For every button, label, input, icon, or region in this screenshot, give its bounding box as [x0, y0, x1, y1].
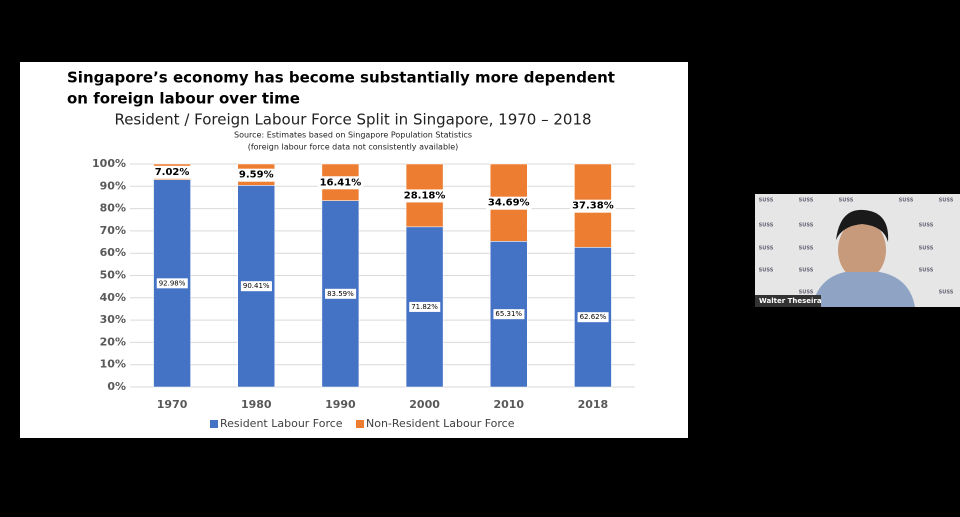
data-label-box: [493, 309, 525, 320]
backdrop-logo: SUSS: [799, 198, 814, 204]
backdrop-logo: SUSS: [939, 290, 954, 296]
data-label-box: [409, 301, 441, 312]
legend-label: Non-Resident Labour Force: [366, 417, 515, 430]
data-label-box: [401, 189, 448, 203]
data-label-box: [156, 278, 188, 289]
y-tick-label: 0%: [107, 380, 126, 393]
data-label: 65.31%: [495, 310, 522, 318]
y-tick-label: 100%: [92, 157, 126, 170]
legend-swatch: [210, 420, 218, 428]
data-label-box: [236, 168, 276, 182]
x-tick-label: 2018: [578, 398, 609, 411]
backdrop-logo: SUSS: [919, 246, 934, 252]
backdrop-logo: SUSS: [799, 268, 814, 274]
x-tick-label: 2000: [409, 398, 440, 411]
data-label-box: [325, 288, 357, 299]
y-tick-label: 30%: [100, 313, 126, 326]
backdrop-logo: SUSS: [759, 223, 774, 229]
data-label: 28.18%: [404, 190, 446, 201]
legend-swatch: [356, 420, 364, 428]
data-label-box: [577, 312, 609, 323]
data-label-box: [240, 281, 272, 292]
person-hair: [836, 209, 889, 242]
y-tick-label: 60%: [100, 246, 126, 259]
y-tick-label: 20%: [100, 335, 126, 348]
data-label: 16.41%: [320, 177, 362, 188]
x-tick-label: 1980: [241, 398, 272, 411]
backdrop-logo: SUSS: [919, 268, 934, 274]
data-label-box: [152, 165, 192, 179]
y-tick-label: 50%: [100, 269, 126, 282]
y-tick-label: 80%: [100, 202, 126, 215]
backdrop-logo: SUSS: [759, 246, 774, 252]
backdrop-logo: SUSS: [899, 198, 914, 204]
y-tick-label: 10%: [100, 358, 126, 371]
y-tick-label: 40%: [100, 291, 126, 304]
data-label: 83.59%: [327, 290, 354, 298]
data-label: 92.98%: [159, 279, 186, 287]
x-tick-label: 1990: [325, 398, 356, 411]
backdrop-logo: SUSS: [759, 198, 774, 204]
slide-heading: Singapore’s economy has become substanti…: [67, 69, 615, 87]
backdrop-logo: SUSS: [799, 223, 814, 229]
chart-title: Resident / Foreign Labour Force Split in…: [114, 111, 591, 129]
data-label: 34.69%: [488, 198, 530, 209]
data-label-box: [570, 199, 616, 213]
y-tick-label: 90%: [100, 179, 126, 192]
x-tick-label: 1970: [157, 398, 188, 411]
backdrop-logo: SUSS: [799, 246, 814, 252]
backdrop-logo: SUSS: [799, 290, 814, 296]
chart-subtitle: (foreign labour force data not consisten…: [248, 143, 459, 152]
backdrop-logo: SUSS: [839, 198, 854, 204]
data-label: 71.82%: [411, 303, 438, 311]
slide-heading: on foreign labour over time: [67, 90, 300, 108]
backdrop-logo: SUSS: [759, 268, 774, 274]
video-tile: Walter Theseira: [755, 194, 960, 307]
data-label: 37.38%: [572, 201, 614, 212]
data-label-box: [317, 176, 364, 190]
participant-name: Walter Theseira: [759, 297, 822, 305]
backdrop-logo: SUSS: [919, 223, 934, 229]
y-tick-label: 70%: [100, 224, 126, 237]
data-label: 62.62%: [580, 313, 607, 321]
person-face: [838, 220, 886, 280]
person-shirt: [812, 272, 915, 307]
name-tag: [755, 295, 821, 307]
chart-subtitle: Source: Estimates based on Singapore Pop…: [234, 131, 472, 140]
data-label-box: [485, 196, 532, 210]
data-label: 7.02%: [155, 167, 190, 178]
x-tick-label: 2010: [493, 398, 524, 411]
data-label: 90.41%: [243, 282, 270, 290]
legend-label: Resident Labour Force: [220, 417, 343, 430]
backdrop-logo: SUSS: [939, 198, 954, 204]
data-label: 9.59%: [239, 170, 274, 181]
